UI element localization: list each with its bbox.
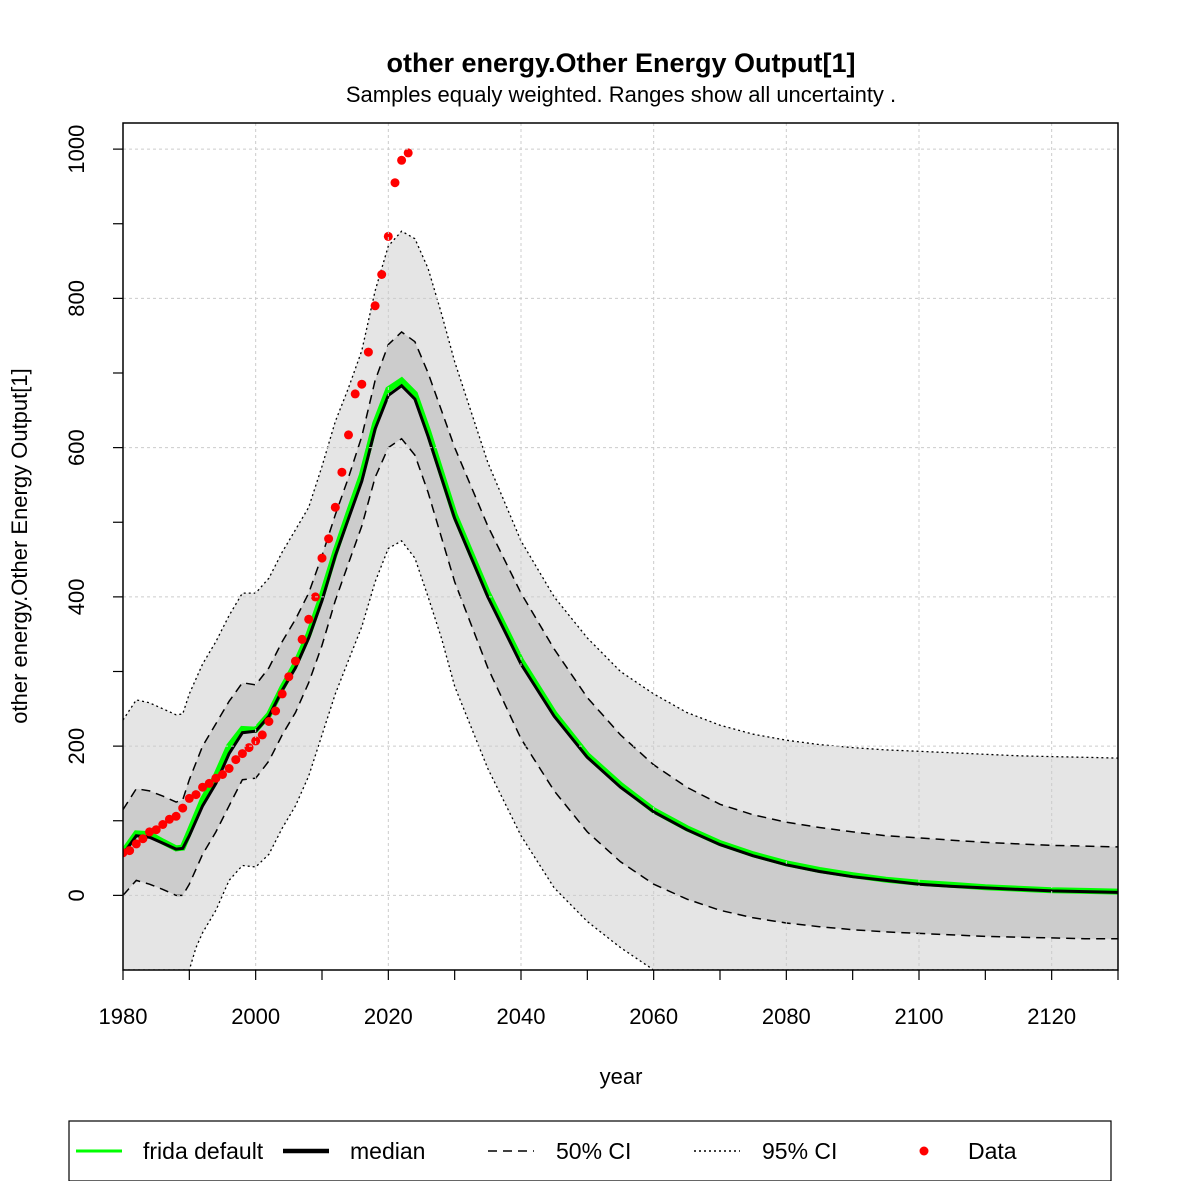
data-point-18 [237, 749, 247, 759]
ci50-upper-line [123, 331, 1118, 848]
data-point-7 [164, 814, 174, 824]
ci95-lower-line [123, 540, 1118, 970]
data-point-21 [257, 730, 267, 740]
legend-label-median: median [350, 1138, 425, 1164]
data-point-33 [337, 467, 347, 477]
data-point-24 [277, 689, 287, 699]
legend: frida default median 50% CI 95% CI Data [68, 1120, 1112, 1181]
data-point-11 [191, 790, 201, 800]
data-point-14 [211, 773, 221, 783]
data-point-41 [390, 178, 400, 188]
axes: 1980 2000 2020 2040 2060 2080 2100 2120 0 200 400 6… [64, 125, 1119, 1029]
y-tick-label-2: 400 [64, 579, 89, 616]
band-50-ci [123, 332, 1118, 939]
y-tick-label-4: 800 [64, 280, 89, 317]
data-point-8 [171, 811, 181, 821]
data-point-17 [231, 755, 241, 765]
median-line [123, 383, 1118, 894]
data-point-5 [151, 825, 161, 835]
data-point-12 [198, 782, 208, 792]
data-point-38 [370, 301, 380, 311]
x-tick-label-4: 2060 [629, 1004, 678, 1029]
x-axis-label: year [600, 1064, 643, 1089]
data-point-37 [363, 347, 373, 357]
data-point-40 [383, 231, 393, 241]
chart-subtitle: Samples equaly weighted. Ranges show all… [346, 82, 896, 107]
data-point-31 [324, 534, 334, 544]
legend-label-data: Data [968, 1138, 1017, 1164]
data-point-20 [251, 736, 261, 746]
y-axis-label: other energy.Other Energy Output[1] [7, 368, 32, 723]
data-point-15 [218, 770, 227, 779]
data-point-3 [138, 834, 148, 844]
ci50-lower-line [123, 437, 1118, 940]
plot-area [123, 148, 1118, 970]
y-tick-label-0: 0 [64, 889, 89, 901]
data-point-6 [158, 820, 168, 829]
data-point-36 [357, 379, 367, 389]
x-tick-label-6: 2100 [895, 1004, 944, 1029]
data-point-16 [224, 764, 234, 773]
data-point-34 [344, 430, 353, 440]
data-point-35 [350, 389, 360, 399]
data-point-42 [397, 155, 407, 165]
data-point-39 [377, 270, 387, 279]
y-tick-label-5: 1000 [64, 125, 89, 174]
y-tick-label-3: 600 [64, 429, 89, 466]
legend-label-frida: frida default [143, 1138, 264, 1164]
legend-label-ci50: 50% CI [556, 1138, 631, 1164]
grid [122, 123, 1118, 970]
data-point-26 [291, 656, 300, 666]
x-tick-label-0: 1980 [99, 1004, 148, 1029]
plot-frame [122, 122, 1119, 971]
x-tick-label-7: 2120 [1027, 1004, 1076, 1029]
data-point-10 [184, 793, 194, 803]
data-point-32 [330, 502, 340, 512]
legend-label-ci95: 95% CI [762, 1138, 837, 1164]
data-point-22 [264, 717, 274, 726]
legend-key-data [919, 1146, 929, 1156]
data-point-2 [131, 839, 141, 849]
chart-title: other energy.Other Energy Output[1] [386, 48, 855, 78]
data-point-28 [304, 614, 314, 624]
data-point-23 [271, 706, 281, 716]
data-point-30 [317, 553, 327, 563]
y-tick-label-1: 200 [64, 728, 89, 765]
x-tick-label-1: 2000 [231, 1004, 280, 1029]
x-tick-label-3: 2040 [497, 1004, 546, 1029]
data-point-13 [204, 778, 214, 788]
data-point-27 [297, 634, 307, 644]
x-tick-label-5: 2080 [762, 1004, 811, 1029]
data-point-25 [284, 672, 294, 682]
x-tick-label-2: 2020 [364, 1004, 413, 1029]
data-point-43 [403, 148, 413, 158]
legend-box [68, 1120, 1112, 1181]
data-point-9 [178, 803, 188, 813]
ci95-upper-line [123, 230, 1118, 759]
data-point-19 [244, 743, 254, 753]
data-point-1 [125, 846, 135, 856]
